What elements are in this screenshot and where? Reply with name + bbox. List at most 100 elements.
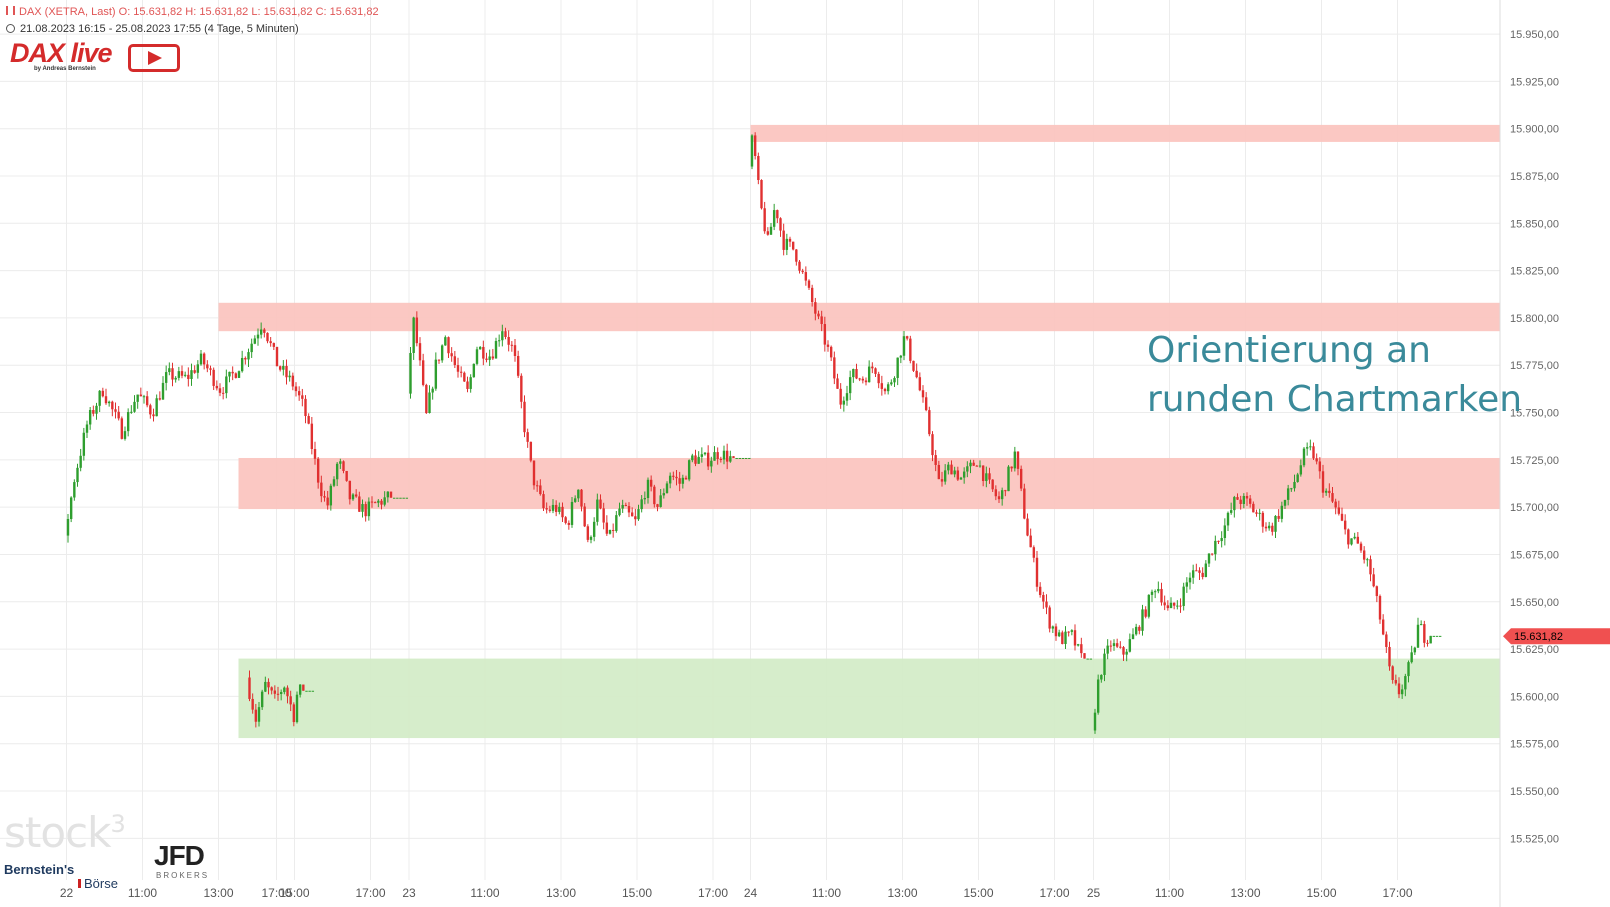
- candle-body: [890, 382, 893, 385]
- candle-body: [396, 497, 399, 499]
- candle-body: [247, 352, 250, 360]
- candle-body: [415, 317, 419, 344]
- candle-body: [956, 470, 960, 480]
- candle-body: [1400, 689, 1404, 695]
- candle-body: [700, 454, 704, 457]
- candle-body: [665, 483, 669, 494]
- candle-body: [1280, 505, 1284, 519]
- candle-body: [335, 463, 339, 480]
- candle-body: [959, 477, 963, 480]
- candle-body: [1286, 488, 1290, 500]
- candle-body: [485, 358, 488, 360]
- logo-title: DAX live: [10, 38, 113, 68]
- candle-body: [76, 467, 79, 483]
- candle-body: [893, 377, 896, 383]
- candle-body: [92, 410, 95, 414]
- candle-body: [902, 336, 906, 356]
- candle-body: [985, 473, 988, 482]
- candle-body: [741, 457, 745, 459]
- candle-body: [1217, 540, 1220, 542]
- candle-body: [766, 231, 770, 235]
- candle-body: [1432, 635, 1436, 637]
- candle-body: [1312, 446, 1315, 459]
- x-tick-label: 22: [60, 886, 74, 900]
- candle-body: [791, 241, 795, 250]
- candle-body: [291, 375, 295, 387]
- candle-body: [1172, 602, 1176, 606]
- y-tick-label: 15.800,00: [1510, 313, 1559, 325]
- candle-body: [829, 346, 833, 358]
- candle-body: [947, 464, 950, 471]
- candle-body: [98, 390, 101, 406]
- candle-body: [269, 341, 272, 344]
- stock-sup: 3: [110, 810, 125, 838]
- candle-body: [545, 508, 548, 510]
- candle-body: [237, 371, 241, 378]
- candle-body: [389, 491, 393, 498]
- candle-body: [260, 691, 264, 708]
- candle-body: [1144, 609, 1147, 617]
- candle-body: [1051, 626, 1055, 629]
- candle-body: [567, 522, 571, 525]
- candle-body: [174, 377, 177, 380]
- candle-body: [263, 329, 266, 333]
- candle-body: [168, 368, 171, 373]
- candle-body: [795, 249, 798, 262]
- candle-body: [440, 345, 444, 361]
- candle-body: [732, 456, 735, 458]
- x-tick-label: 17:00: [355, 886, 385, 900]
- candle-body: [215, 385, 219, 389]
- candle-body: [504, 331, 507, 337]
- candle-body: [931, 434, 934, 456]
- candle-body: [836, 378, 839, 389]
- y-tick-label: 15.875,00: [1510, 171, 1559, 183]
- candle-body: [561, 506, 564, 518]
- candle-body: [1067, 631, 1070, 633]
- candle-body: [962, 471, 966, 478]
- candle-body: [725, 450, 729, 462]
- candle-body: [120, 418, 124, 439]
- candle-body: [1429, 635, 1432, 644]
- candle-body: [453, 356, 457, 366]
- candle-body: [1057, 632, 1061, 637]
- candle-body: [950, 464, 953, 475]
- y-tick-label: 15.650,00: [1510, 597, 1559, 609]
- candle-body: [311, 690, 315, 692]
- candle-body: [323, 496, 326, 498]
- x-tick-label: 17:00: [1039, 886, 1069, 900]
- candle-body: [1372, 574, 1375, 587]
- x-tick-label: 17:00: [1382, 886, 1412, 900]
- candle-body: [564, 517, 567, 523]
- candle-body: [1226, 512, 1230, 526]
- candle-body: [126, 412, 130, 432]
- candle-body: [292, 704, 296, 723]
- candle-body: [270, 687, 273, 691]
- candle-body: [276, 693, 280, 695]
- candle-body: [997, 496, 1001, 500]
- price-zones: [218, 124, 1500, 739]
- candle-body: [1016, 451, 1020, 469]
- candle-body: [1290, 488, 1293, 490]
- candle-body: [386, 491, 390, 498]
- candle-body: [402, 497, 405, 499]
- candle-body: [289, 696, 292, 705]
- candle-body: [447, 337, 450, 354]
- candle-body: [1125, 651, 1128, 655]
- candle-body: [1073, 630, 1077, 646]
- candle-body: [466, 381, 469, 389]
- candle-body: [240, 357, 244, 372]
- candle-body: [678, 478, 681, 484]
- candle-body: [199, 353, 203, 365]
- candle-body: [646, 479, 650, 499]
- candle-body: [177, 371, 181, 378]
- candle-body: [399, 497, 402, 499]
- candle-body: [187, 374, 190, 379]
- candle-body: [370, 501, 374, 503]
- candle-body: [1000, 490, 1004, 500]
- candle-body: [1258, 512, 1261, 514]
- candle-body: [539, 485, 542, 495]
- resistance-zone: [218, 302, 1500, 332]
- candle-body: [845, 393, 849, 401]
- candle-body: [133, 401, 136, 412]
- candle-body: [624, 504, 628, 507]
